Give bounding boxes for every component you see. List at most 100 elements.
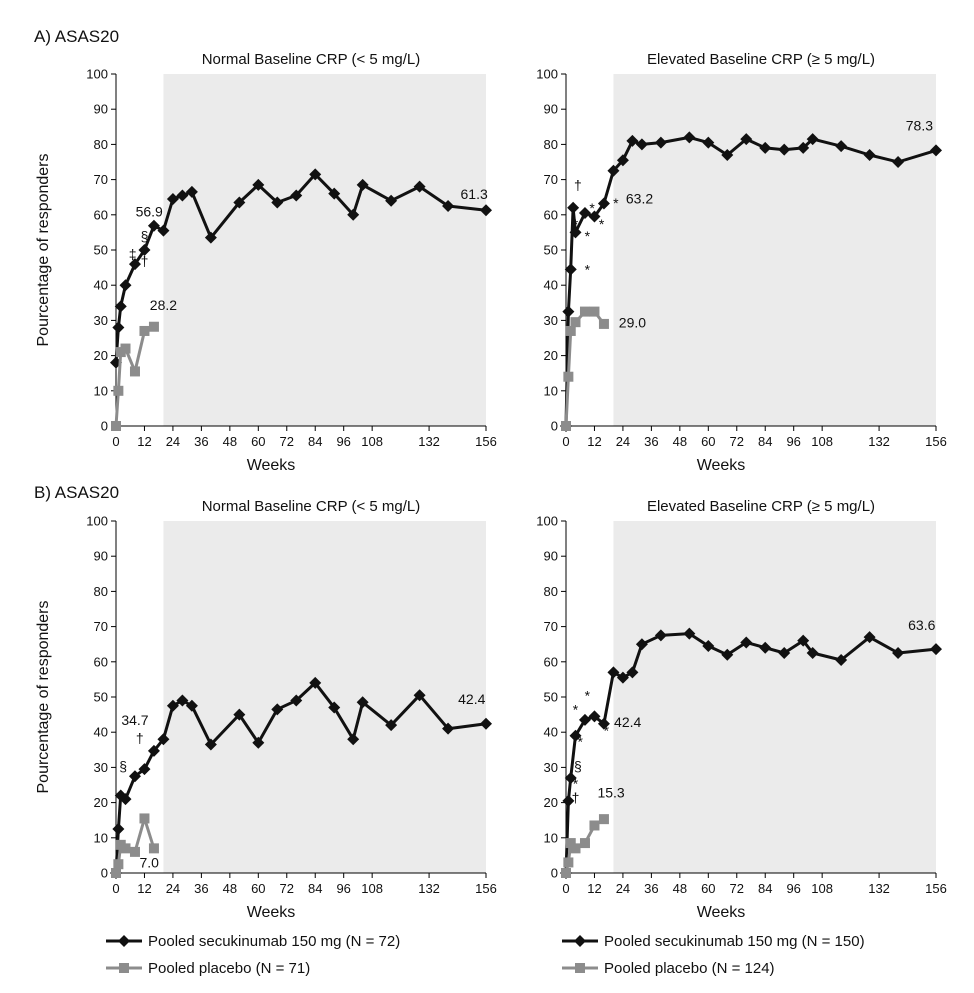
chart-subtitle: Normal Baseline CRP (< 5 mg/L) (202, 498, 421, 515)
data-point (721, 148, 734, 161)
y-tick-label: 70 (94, 172, 108, 187)
x-tick-label: 12 (587, 881, 601, 896)
data-point (578, 207, 591, 220)
data-point (778, 647, 791, 659)
data-point (561, 421, 571, 431)
data-point (635, 138, 648, 151)
x-tick-label: 132 (418, 434, 440, 449)
data-point (129, 366, 140, 377)
data-label: * (585, 228, 591, 244)
data-label: 56.9 (136, 204, 163, 220)
data-point (111, 868, 121, 878)
x-tick-label: 0 (562, 434, 569, 449)
data-point (120, 843, 131, 854)
x-tick-label: 12 (587, 434, 601, 449)
x-tick-label: 0 (112, 881, 119, 896)
y-tick-label: 90 (94, 549, 108, 564)
legend-label: Pooled secukinumab 150 mg (N = 150) (604, 933, 865, 950)
y-tick-label: 60 (544, 207, 558, 222)
y-tick-label: 60 (94, 207, 108, 222)
data-point (863, 148, 876, 161)
y-tick-label: 40 (94, 725, 108, 740)
data-point (233, 708, 246, 721)
y-tick-label: 100 (536, 514, 558, 529)
x-tick-label: 132 (418, 881, 440, 896)
data-point (797, 141, 810, 154)
x-tick-label: 96 (336, 881, 350, 896)
legend-label: Pooled secukinumab 150 mg (N = 72) (148, 933, 400, 950)
y-tick-label: 50 (94, 243, 108, 258)
x-tick-label: 60 (701, 434, 715, 449)
data-label: † (141, 253, 149, 269)
data-label: * (573, 776, 579, 792)
data-label: 61.3 (461, 186, 488, 202)
y-tick-label: 30 (544, 313, 558, 328)
data-point (561, 868, 571, 878)
data-point (120, 343, 131, 354)
data-point (166, 192, 179, 205)
data-point (588, 210, 601, 223)
data-label: * (599, 216, 605, 232)
shaded-region (613, 521, 936, 873)
chart-1: Normal Baseline CRP (< 5 mg/L) 0 10 20 30 40 5… (35, 51, 497, 474)
data-label: § (141, 228, 149, 244)
data-point (721, 648, 734, 661)
y-tick-label: 30 (94, 760, 108, 775)
y-tick-label: 80 (94, 584, 108, 599)
data-point (347, 208, 360, 221)
x-tick-label: 24 (166, 881, 180, 896)
x-axis-label: Weeks (247, 457, 296, 474)
data-point (759, 641, 772, 654)
x-tick-label: 108 (811, 881, 833, 896)
data-point (607, 164, 620, 177)
legend-marker (574, 935, 586, 947)
data-point (204, 738, 217, 751)
data-point (112, 823, 125, 835)
data-label: † (572, 790, 580, 806)
data-point (138, 763, 151, 776)
data-point (567, 201, 580, 214)
data-point (176, 694, 189, 707)
data-point (328, 187, 341, 200)
shaded-region (613, 74, 936, 426)
x-tick-label: 108 (811, 434, 833, 449)
data-label: 63.2 (626, 191, 653, 207)
data-point (759, 141, 772, 154)
y-axis-label: Pourcentage of responders (35, 600, 52, 793)
data-point (589, 820, 600, 831)
data-point (597, 717, 610, 730)
x-axis-label: Weeks (697, 904, 746, 921)
x-tick-label: 156 (925, 881, 947, 896)
data-label: 7.0 (139, 855, 159, 871)
data-point (562, 794, 575, 807)
data-point (185, 699, 198, 712)
data-point (616, 154, 629, 167)
data-point (356, 696, 369, 709)
x-tick-label: 156 (925, 434, 947, 449)
data-point (309, 676, 322, 689)
data-point (569, 226, 582, 239)
data-point (607, 666, 620, 679)
data-point (579, 838, 590, 849)
data-label: ‡ (129, 246, 137, 262)
data-point (148, 843, 159, 854)
data-point (148, 321, 159, 332)
x-tick-label: 36 (644, 881, 658, 896)
x-tick-label: 96 (786, 881, 800, 896)
data-point (413, 180, 426, 193)
x-tick-label: 156 (475, 881, 497, 896)
data-point (347, 733, 360, 746)
chart-subtitle: Elevated Baseline CRP (≥ 5 mg/L) (647, 51, 875, 68)
x-tick-label: 24 (166, 434, 180, 449)
data-label: 42.4 (458, 691, 485, 707)
x-tick-label: 0 (562, 881, 569, 896)
data-point (290, 189, 303, 202)
x-tick-label: 84 (758, 881, 772, 896)
y-tick-label: 80 (544, 584, 558, 599)
x-tick-label: 12 (137, 434, 151, 449)
data-point (385, 719, 398, 732)
data-point (271, 703, 284, 716)
y-tick-label: 90 (94, 102, 108, 117)
x-axis-label: Weeks (697, 457, 746, 474)
